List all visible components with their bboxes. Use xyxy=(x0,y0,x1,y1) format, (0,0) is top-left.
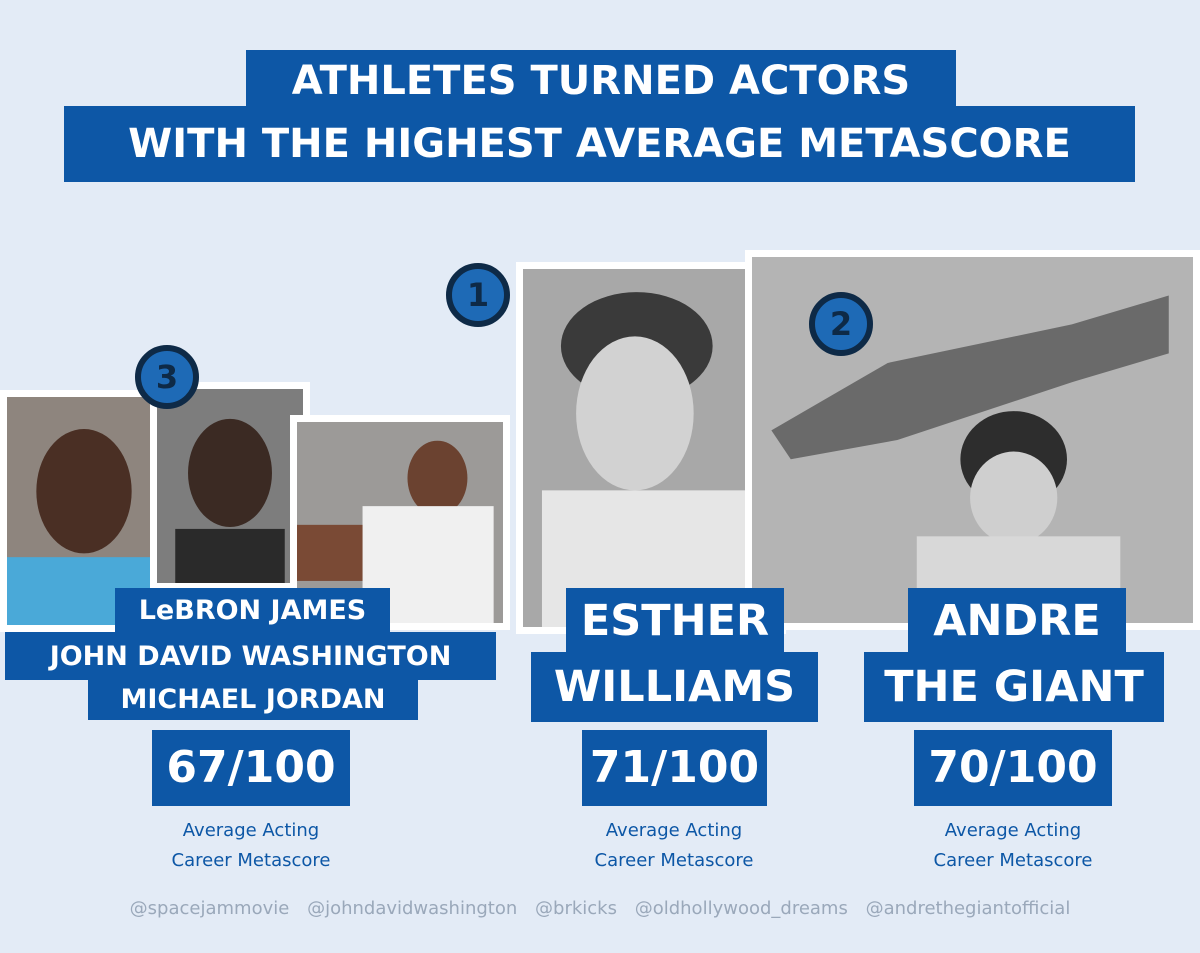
name-john-david-washington: JOHN DAVID WASHINGTON xyxy=(5,632,496,680)
photo-credits: @spacejammovie @johndavidwashington @brk… xyxy=(0,898,1200,919)
rank-badge-1: 1 xyxy=(446,263,510,327)
credit-handle: @oldhollywood_dreams xyxy=(634,898,848,919)
caption-line: Average Acting xyxy=(605,820,743,841)
score-rank-1: 71/100 xyxy=(582,730,767,806)
caption-line: Career Metascore xyxy=(171,850,331,871)
photo-esther-williams xyxy=(516,262,786,634)
credit-handle: @johndavidwashington xyxy=(307,898,518,919)
credit-handle: @brkicks xyxy=(535,898,617,919)
credit-handle: @andrethegiantofficial xyxy=(865,898,1071,919)
name-the-giant: THE GIANT xyxy=(864,652,1164,722)
caption-line: Average Acting xyxy=(182,820,320,841)
title-line-2: WITH THE HIGHEST AVERAGE METASCORE xyxy=(64,106,1135,182)
rank-badge-2: 2 xyxy=(809,292,873,356)
photo-john-david-washington xyxy=(150,382,310,590)
name-andre: ANDRE xyxy=(908,588,1126,654)
photo-lebron-james xyxy=(0,390,168,632)
score-rank-3: 67/100 xyxy=(152,730,350,806)
caption-rank-2: Average Acting Career Metascore xyxy=(893,816,1133,876)
caption-line: Career Metascore xyxy=(594,850,754,871)
name-lebron-james: LeBRON JAMES xyxy=(115,588,390,632)
name-esther: ESTHER xyxy=(566,588,784,654)
title-line-1: ATHLETES TURNED ACTORS xyxy=(246,50,956,112)
caption-line: Career Metascore xyxy=(933,850,1093,871)
rank-badge-3: 3 xyxy=(135,345,199,409)
caption-line: Average Acting xyxy=(944,820,1082,841)
score-rank-2: 70/100 xyxy=(914,730,1112,806)
name-michael-jordan: MICHAEL JORDAN xyxy=(88,678,418,720)
credit-handle: @spacejammovie xyxy=(129,898,290,919)
caption-rank-3: Average Acting Career Metascore xyxy=(131,816,371,876)
name-williams: WILLIAMS xyxy=(531,652,818,722)
caption-rank-1: Average Acting Career Metascore xyxy=(554,816,794,876)
